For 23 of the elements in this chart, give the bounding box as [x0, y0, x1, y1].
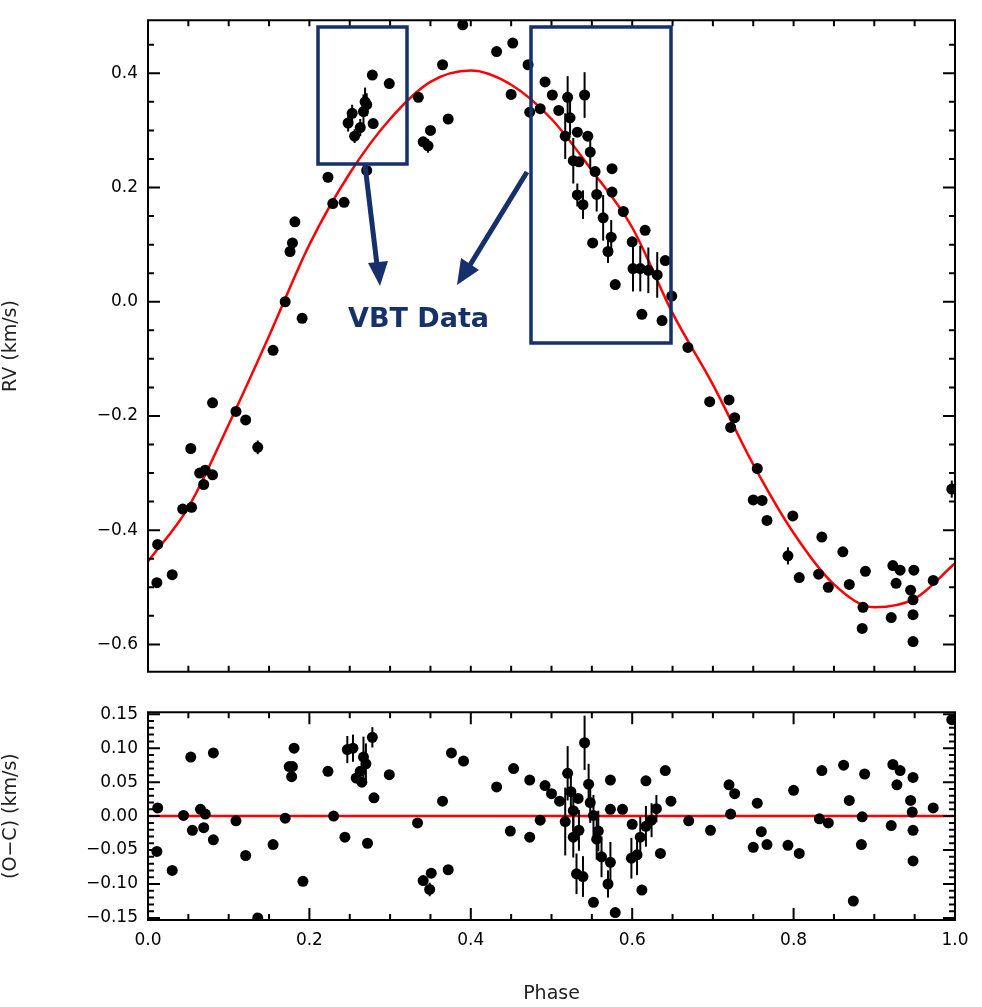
- x-tick-label: 0.4: [457, 928, 485, 949]
- y-axis-title: (O−C) (km/s): [0, 753, 21, 879]
- y-tick-label: 0.10: [100, 736, 138, 757]
- annotation: VBT Data: [348, 302, 490, 333]
- y-tick-label: −0.15: [85, 906, 138, 927]
- x-tick-label: 0.8: [780, 928, 808, 949]
- y-tick-label: 0.2: [110, 175, 138, 196]
- x-axis-title: Phase: [523, 980, 580, 1003]
- x-tick-label: 0.0: [134, 928, 162, 949]
- y-tick-label: −0.05: [85, 838, 138, 859]
- x-tick-label: 1.0: [941, 928, 969, 949]
- y-tick-label: 0.0: [110, 290, 138, 311]
- y-tick-label: 0.05: [100, 770, 138, 791]
- x-tick-label: 0.2: [295, 928, 323, 949]
- y-tick-label: 0.4: [110, 61, 138, 82]
- y-tick-label: 0.15: [100, 702, 138, 723]
- x-tick-label: 0.6: [618, 928, 646, 949]
- y-tick-label: −0.6: [96, 632, 138, 653]
- y-tick-label: 0.00: [100, 804, 138, 825]
- y-tick-label: −0.2: [96, 404, 138, 425]
- y-tick-label: −0.4: [96, 518, 138, 539]
- y-axis-title: RV (km/s): [0, 300, 21, 392]
- y-tick-label: −0.10: [85, 872, 138, 893]
